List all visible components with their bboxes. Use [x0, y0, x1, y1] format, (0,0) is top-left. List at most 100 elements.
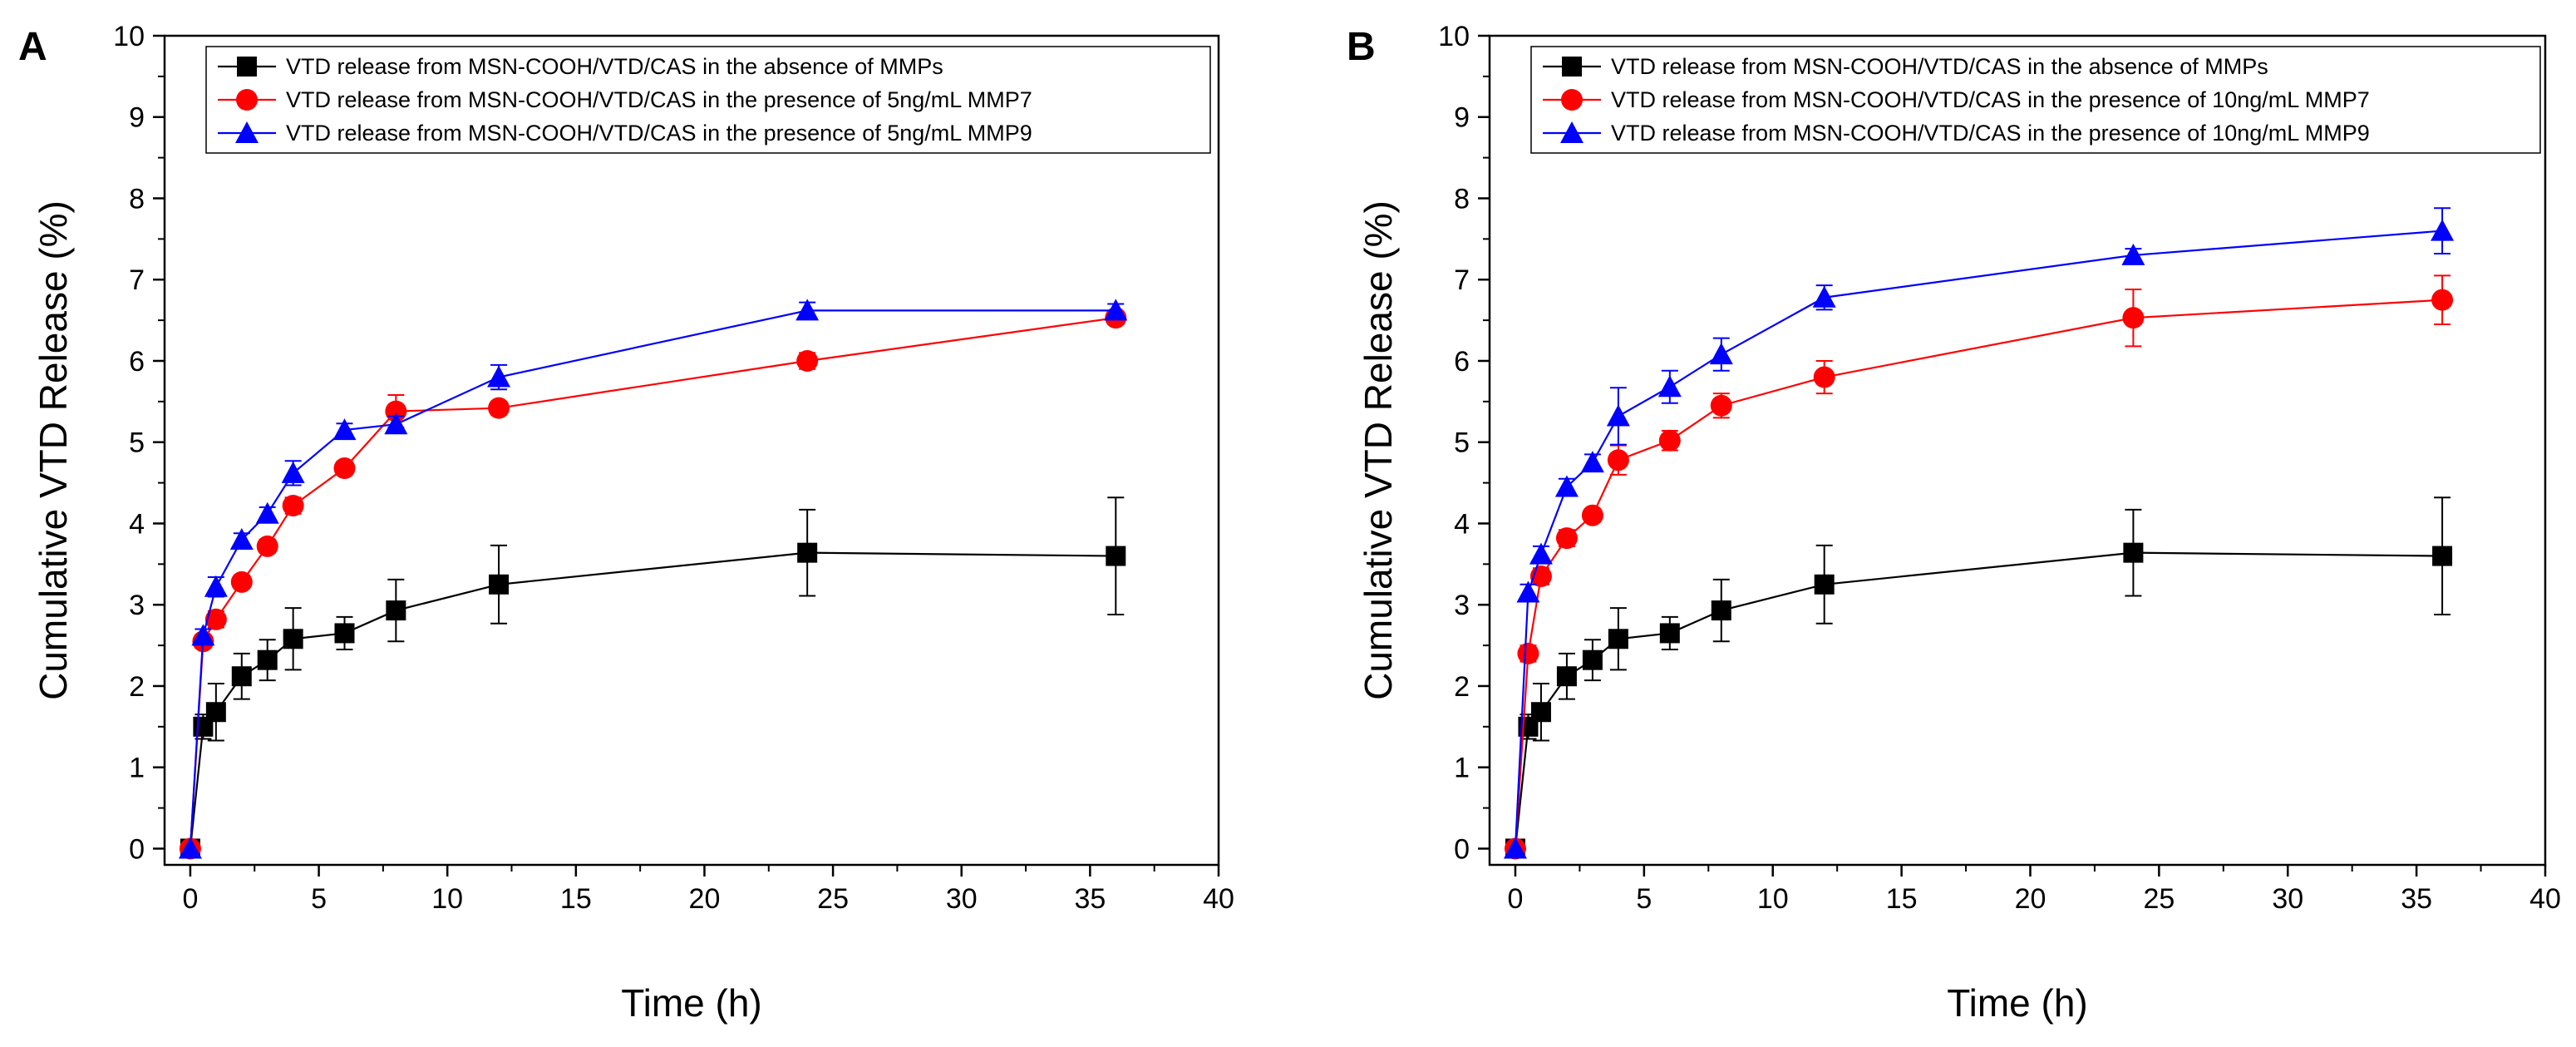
legend: VTD release from MSN-COOH/VTD/CAS in the…: [205, 46, 1211, 154]
x-tick-label: 0: [182, 883, 198, 915]
data-point: [2431, 219, 2455, 241]
x-tick-label: 15: [1886, 883, 1918, 915]
data-point: [2431, 289, 2454, 311]
data-point: [489, 574, 510, 595]
legend-marker: [1561, 89, 1583, 111]
data-point: [1582, 649, 1603, 670]
x-axis-title: Time (h): [621, 981, 762, 1025]
y-axis-title: Cumulative VTD Release (%): [1357, 200, 1400, 700]
data-point: [1580, 451, 1604, 473]
data-point: [1812, 285, 1836, 308]
series-circle: [179, 307, 1127, 860]
x-tick-label: 40: [1203, 883, 1234, 915]
data-point: [229, 528, 254, 551]
data-point: [1555, 527, 1578, 550]
legend-label: VTD release from MSN-COOH/VTD/CAS in the…: [286, 54, 943, 79]
y-tick-label: 4: [1454, 508, 1470, 540]
data-point: [1606, 404, 1630, 427]
data-point: [1659, 623, 1680, 644]
legend-marker: [235, 121, 259, 143]
data-point: [487, 365, 511, 388]
data-point: [231, 666, 252, 687]
data-point: [255, 501, 279, 524]
panel-letter: A: [18, 25, 47, 69]
x-tick-label: 40: [2529, 883, 2561, 915]
data-point: [1711, 600, 1731, 621]
data-point: [1710, 394, 1732, 417]
chart-panel-b: B 0 5 10 15 20 25 30 35 40 0 1 2 3 4 5 6 7 8 9 10 Time (h) Cum…: [1347, 21, 2561, 1025]
y-tick-label: 0: [129, 833, 145, 865]
x-axis-title: Time (h): [1947, 981, 2088, 1025]
y-tick-label: 6: [1454, 346, 1470, 378]
data-point: [333, 457, 356, 480]
legend-marker: [1562, 57, 1582, 77]
y-tick-label: 10: [1438, 21, 1470, 52]
data-point: [332, 418, 357, 441]
data-point: [1814, 574, 1835, 595]
x-tick-label: 25: [817, 883, 849, 915]
data-point: [282, 494, 304, 516]
x-tick-label: 10: [1757, 883, 1789, 915]
series-square: [1505, 496, 2453, 859]
plot-frame: [1488, 34, 2547, 867]
data-point: [1658, 429, 1681, 452]
plot-frame: [163, 34, 1220, 867]
y-tick-label: 8: [129, 183, 145, 215]
data-point: [1529, 542, 1553, 565]
data-point: [797, 542, 818, 563]
series-circle: [1504, 274, 2454, 860]
series-triangle: [178, 299, 1128, 859]
data-point: [2122, 307, 2145, 329]
x-tick-label: 20: [689, 883, 721, 915]
y-tick-label: 9: [129, 102, 145, 134]
y-tick-label: 1: [1454, 753, 1470, 784]
y-tick-label: 7: [1454, 264, 1470, 296]
data-point: [1530, 702, 1551, 723]
legend-marker: [236, 89, 258, 111]
data-point: [1607, 449, 1629, 472]
data-point: [204, 575, 228, 597]
y-tick-label: 5: [129, 427, 145, 459]
data-point: [1503, 837, 1527, 859]
x-tick-label: 15: [560, 883, 592, 915]
y-tick-label: 0: [1454, 833, 1470, 865]
data-point: [1657, 375, 1682, 398]
data-point: [204, 608, 227, 630]
legend-label: VTD release from MSN-COOH/VTD/CAS in the…: [286, 121, 1032, 146]
data-point: [488, 397, 510, 419]
legend-box: [205, 46, 1211, 154]
series-line: [1514, 299, 2443, 849]
x-tick-label: 5: [311, 883, 327, 915]
data-point: [257, 649, 278, 670]
series-line: [1514, 551, 2443, 849]
data-point: [1554, 475, 1579, 497]
x-tick-label: 30: [946, 883, 978, 915]
series-line: [1514, 230, 2443, 849]
y-tick-label: 6: [129, 346, 145, 378]
data-point: [283, 629, 303, 649]
data-point: [1709, 343, 1733, 365]
legend-box: [1530, 46, 2541, 154]
x-tick-label: 30: [2272, 883, 2303, 915]
y-tick-label: 10: [113, 21, 145, 52]
series-line: [189, 317, 1116, 849]
data-point: [1106, 546, 1126, 566]
data-point: [384, 412, 408, 435]
data-point: [386, 600, 406, 621]
data-point: [334, 623, 355, 644]
y-tick-label: 3: [1454, 590, 1470, 621]
x-tick-label: 10: [431, 883, 463, 915]
data-point: [281, 461, 305, 483]
y-axis-title: Cumulative VTD Release (%): [32, 200, 75, 700]
y-tick-label: 2: [129, 671, 145, 703]
data-point: [1517, 642, 1539, 664]
legend-marker: [1560, 121, 1584, 143]
legend-label: VTD release from MSN-COOH/VTD/CAS in the…: [1611, 87, 2370, 112]
y-tick-label: 7: [129, 264, 145, 296]
x-tick-label: 0: [1508, 883, 1524, 915]
legend: VTD release from MSN-COOH/VTD/CAS in the…: [1530, 46, 2541, 154]
series-line: [189, 551, 1116, 849]
y-tick-label: 1: [129, 753, 145, 784]
y-tick-label: 9: [1454, 102, 1470, 134]
